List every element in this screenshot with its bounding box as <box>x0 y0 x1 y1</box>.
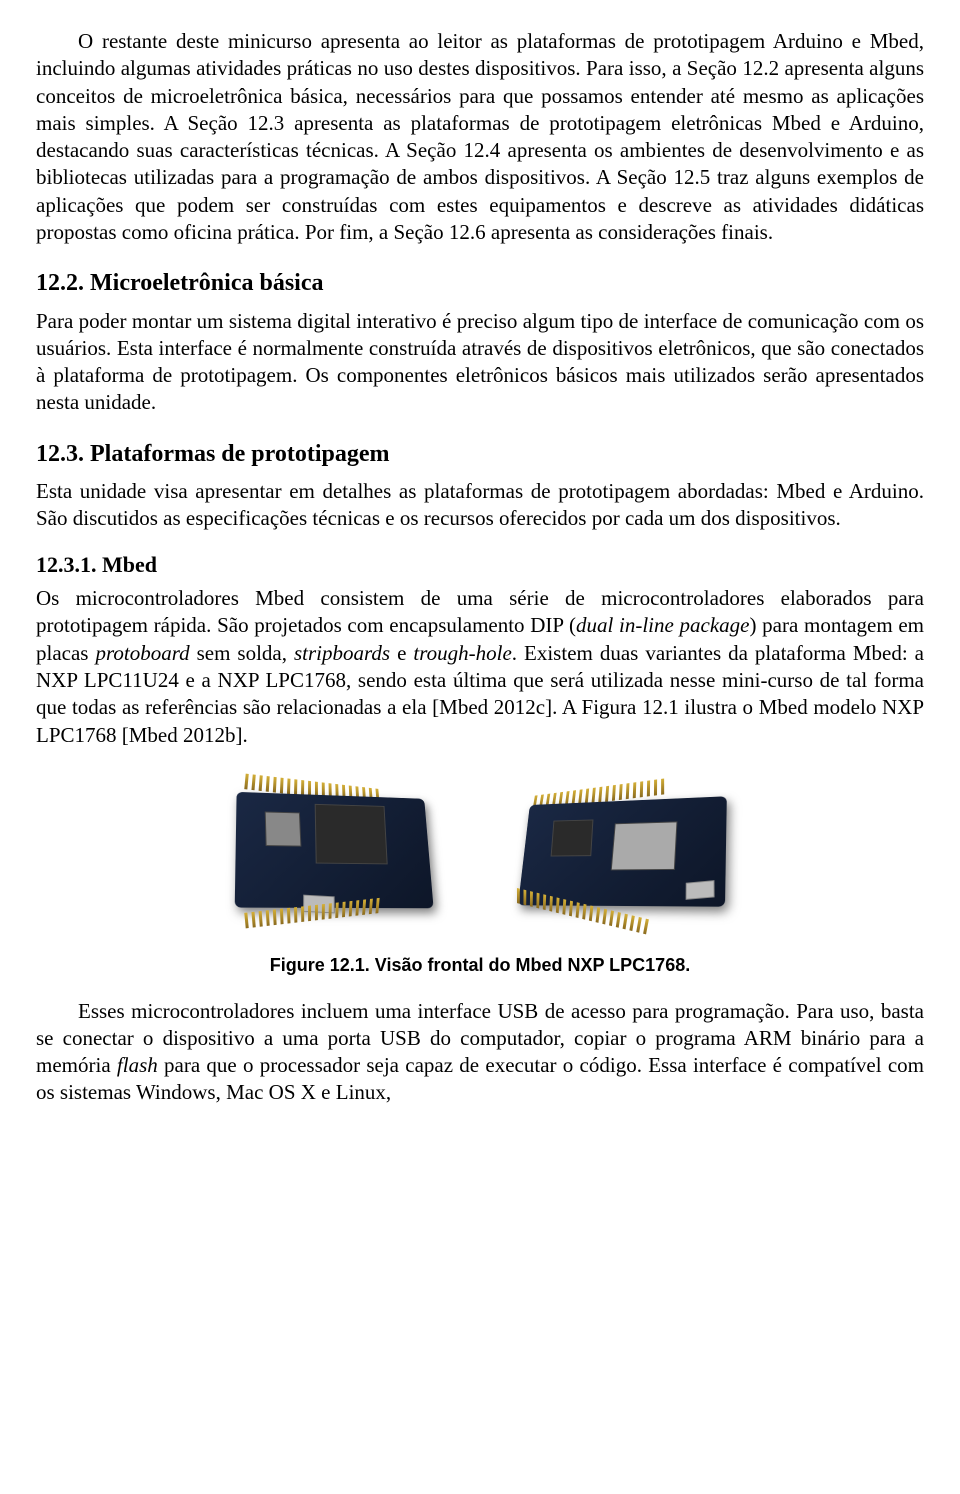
pin <box>640 781 643 797</box>
usb-paragraph: Esses microcontroladores incluem uma int… <box>36 998 924 1107</box>
pin <box>589 905 593 921</box>
pin <box>273 909 277 925</box>
pin <box>636 917 642 933</box>
pin <box>315 905 318 921</box>
mbed-text-e: sem solda, <box>190 641 294 665</box>
stripboards-italic: stripboards <box>294 641 390 665</box>
pin <box>556 897 560 913</box>
pin <box>244 774 248 790</box>
section-12-2-paragraph: Para poder montar um sistema digital int… <box>36 308 924 417</box>
trough-hole-italic: trough-hole <box>413 641 511 665</box>
pin <box>596 907 601 923</box>
pin <box>612 785 616 801</box>
pin <box>362 899 366 915</box>
pin <box>605 786 609 802</box>
pin <box>562 899 566 915</box>
pin <box>308 905 311 921</box>
pin <box>294 907 297 923</box>
intro-paragraph: O restante deste minicurso apresenta ao … <box>36 28 924 246</box>
usb-right <box>686 880 715 900</box>
chip-small-left <box>265 811 302 846</box>
pin <box>329 903 332 919</box>
pin <box>633 782 637 798</box>
chip-small-right <box>551 819 594 856</box>
pin <box>342 902 346 918</box>
pin <box>530 891 533 907</box>
pin <box>294 779 297 795</box>
pin <box>266 776 270 792</box>
pin <box>259 775 263 791</box>
pin <box>355 900 359 916</box>
pin <box>287 908 291 924</box>
pin <box>517 888 520 904</box>
pin <box>301 906 304 922</box>
pin <box>598 787 602 803</box>
mbed-paragraph: Os microcontroladores Mbed consistem de … <box>36 585 924 749</box>
pin <box>576 902 580 918</box>
pin <box>244 912 248 928</box>
figure-12-1 <box>36 773 924 940</box>
pin <box>549 896 553 912</box>
section-12-3-1-heading: 12.3.1. Mbed <box>36 551 924 580</box>
pin <box>661 778 664 794</box>
figure-12-1-caption: Figure 12.1. Visão frontal do Mbed NXP L… <box>36 954 924 977</box>
board-container <box>215 773 745 933</box>
pin <box>629 915 634 931</box>
pin <box>619 784 623 800</box>
usb-text-c: para que o processador seja capaz de exe… <box>36 1053 924 1104</box>
pin <box>259 911 263 927</box>
pin <box>251 774 255 790</box>
section-12-3-paragraph: Esta unidade visa apresentar em detalhes… <box>36 478 924 533</box>
pin <box>280 778 284 794</box>
pin <box>523 889 526 905</box>
pin <box>251 912 255 928</box>
pin <box>322 904 325 920</box>
pin <box>591 787 595 803</box>
pin <box>273 777 277 793</box>
section-12-3-heading: 12.3. Plataformas de prototipagem <box>36 439 924 470</box>
pin <box>280 909 284 925</box>
dip-italic: dual in-line package <box>576 613 750 637</box>
mbed-text-g: e <box>390 641 413 665</box>
section-12-2-heading: 12.2. Microeletrônica básica <box>36 268 924 299</box>
pin <box>543 894 546 910</box>
pin <box>335 902 338 918</box>
pin <box>654 779 657 795</box>
pin <box>647 780 650 796</box>
flash-italic: flash <box>117 1053 158 1077</box>
pin <box>616 912 621 928</box>
pin <box>643 919 649 935</box>
pin <box>626 783 630 799</box>
pin <box>536 893 539 909</box>
pin <box>569 901 573 917</box>
pin <box>266 910 270 926</box>
protoboard-italic: protoboard <box>95 641 189 665</box>
pin <box>609 910 614 926</box>
mbed-board-right <box>495 773 745 933</box>
chip-large-left <box>315 804 388 865</box>
pin <box>582 904 586 920</box>
pin <box>623 914 628 930</box>
chip-large-right <box>611 821 678 870</box>
mbed-board-left <box>215 773 465 933</box>
pin <box>369 898 373 914</box>
pin <box>349 901 353 917</box>
pin <box>287 778 291 794</box>
pin <box>602 909 607 925</box>
